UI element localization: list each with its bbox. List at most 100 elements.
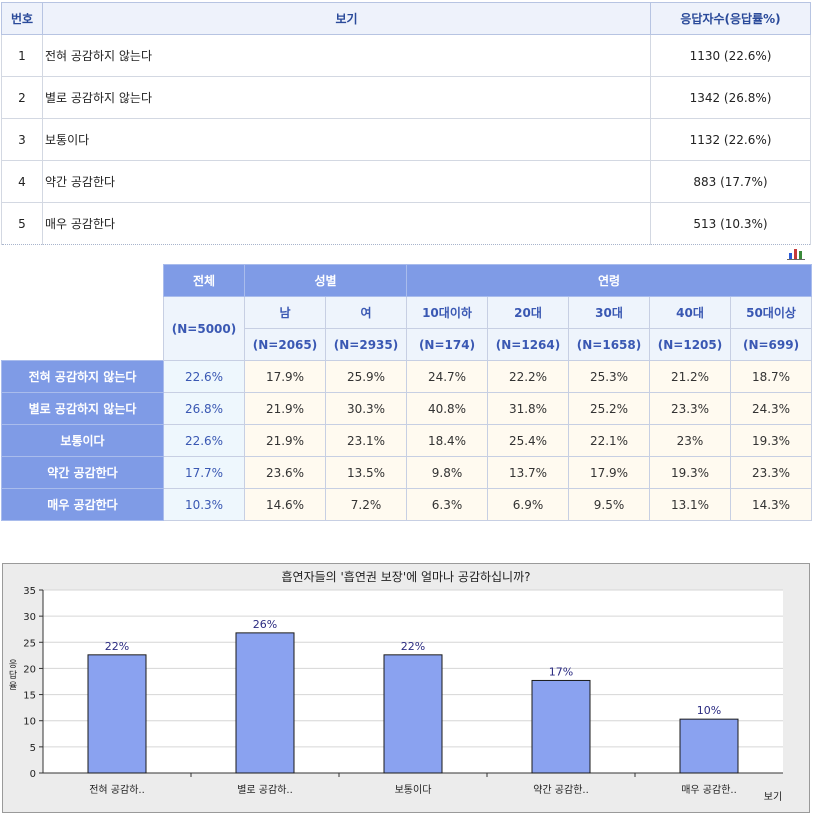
cross-corner (1, 264, 164, 361)
bar-data-label: 22% (401, 640, 425, 653)
age-label-50s: 50대이상 (729, 296, 813, 329)
cross-row-label: 보통이다 (1, 424, 164, 457)
summary-cell-option: 전혀 공감하지 않는다 (42, 34, 651, 77)
y-tick-label: 10 (23, 717, 36, 728)
cross-total-cell: 26.8% (163, 392, 245, 425)
summary-cell-num: 3 (1, 118, 43, 161)
cross-value-cell: 23.3% (649, 392, 731, 425)
header-num: 번호 (1, 2, 43, 35)
cross-row: 매우 공감한다 10.3% 14.6% 7.2% 6.3% 6.9% 9.5% 13.1% 14… (1, 488, 813, 521)
chart-title: 흡연자들의 '흡연권 보장'에 얼마나 공감하십니까? (281, 570, 530, 584)
cross-value-cell: 40.8% (406, 392, 488, 425)
cross-value-cell: 25.4% (487, 424, 569, 457)
cross-header-row-3: (N=2065) (N=2935) (N=174) (N=1264) (N=16… (2, 328, 813, 361)
y-tick-label: 30 (23, 612, 36, 623)
cross-value-cell: 17.9% (568, 456, 650, 489)
gender-female-label: 여 (325, 296, 407, 329)
cross-row: 전혀 공감하지 않는다 22.6% 17.9% 25.9% 24.7% 22.2% 25.3… (1, 360, 813, 393)
cross-row-label: 전혀 공감하지 않는다 (1, 360, 164, 393)
cross-value-cell: 13.1% (649, 488, 731, 521)
y-tick-label: 0 (30, 769, 36, 780)
chart-toggle-icon[interactable] (786, 246, 806, 260)
cross-value-cell: 19.3% (649, 456, 731, 489)
bar (87, 654, 147, 774)
cross-value-cell: 13.7% (487, 456, 569, 489)
bar-data-label: 26% (253, 618, 277, 631)
cross-value-cell: 19.3% (729, 424, 813, 457)
summary-cell-responses: 1342 (26.8%) (650, 76, 811, 119)
age-n-10s: (N=174) (406, 328, 488, 361)
cross-value-cell: 23.6% (244, 456, 326, 489)
cross-value-cell: 23.1% (325, 424, 407, 457)
summary-row: 1 전혀 공감하지 않는다 1130 (22.6%) (1, 34, 811, 77)
bar (679, 718, 739, 774)
cross-value-cell: 24.3% (729, 392, 813, 425)
cross-value-cell: 23% (649, 424, 731, 457)
summary-cell-num: 5 (1, 202, 43, 245)
cross-value-cell: 6.3% (406, 488, 488, 521)
age-n-40s: (N=1205) (649, 328, 731, 361)
summary-row: 2 별로 공감하지 않는다 1342 (26.8%) (1, 76, 811, 119)
summary-cell-option: 매우 공감한다 (42, 202, 651, 245)
gender-male-label: 남 (244, 296, 326, 329)
cross-row-label: 약간 공감한다 (1, 456, 164, 489)
x-tick-label: 매우 공감한.. (681, 784, 737, 796)
summary-cell-responses: 1130 (22.6%) (650, 34, 811, 77)
gender-male-n: (N=2065) (244, 328, 326, 361)
y-tick-label: 15 (23, 691, 36, 702)
x-tick-label: 약간 공감한.. (533, 784, 589, 796)
y-tick-label: 20 (23, 664, 36, 675)
bar (235, 632, 295, 774)
summary-row: 4 약간 공감한다 883 (17.7%) (1, 160, 811, 203)
summary-cell-responses: 1132 (22.6%) (650, 118, 811, 161)
summary-cell-option: 보통이다 (42, 118, 651, 161)
summary-cell-num: 4 (1, 160, 43, 203)
x-tick-label: 별로 공감하.. (237, 783, 293, 796)
cross-value-cell: 14.6% (244, 488, 326, 521)
bar (383, 654, 443, 774)
cross-value-cell: 25.9% (325, 360, 407, 393)
cross-value-cell: 21.2% (649, 360, 731, 393)
bar (531, 679, 591, 774)
summary-row: 3 보통이다 1132 (22.6%) (1, 118, 811, 161)
cross-header-row-1: 전체 성별 연령 (1, 264, 813, 361)
cross-table: 전체 성별 연령 (N=5000) 남 여 10대이하 20대 30대 40대 … (1, 264, 813, 521)
cross-value-cell: 31.8% (487, 392, 569, 425)
summary-table: 번호 보기 응답자수(응답률%) 1 전혀 공감하지 않는다 1130 (22.6%… (1, 2, 811, 245)
total-header: 전체 (163, 264, 245, 297)
age-header: 연령 (405, 264, 813, 297)
cross-value-cell: 21.9% (244, 424, 326, 457)
cross-total-cell: 22.6% (163, 424, 245, 457)
cross-value-cell: 25.2% (568, 392, 650, 425)
cross-row: 약간 공감한다 17.7% 23.6% 13.5% 9.8% 13.7% 17.9% 19.3… (1, 456, 813, 489)
x-axis-label: 보기 (764, 791, 782, 803)
cross-total-cell: 22.6% (163, 360, 245, 393)
summary-cell-responses: 513 (10.3%) (650, 202, 811, 245)
cross-value-cell: 30.3% (325, 392, 407, 425)
cross-value-cell: 7.2% (325, 488, 407, 521)
summary-cell-option: 별로 공감하지 않는다 (42, 76, 651, 119)
bar-chart: 흡연자들의 '흡연권 보장'에 얼마나 공감하십니까? 0 5 10 15 20 25 30 3… (9, 570, 783, 803)
x-tick-label: 보통이다 (395, 784, 432, 796)
age-n-20s: (N=1264) (487, 328, 569, 361)
bar-data-label: 10% (697, 704, 721, 717)
cross-row-label: 매우 공감한다 (1, 488, 164, 521)
cross-value-cell: 25.3% (568, 360, 650, 393)
header-responses: 응답자수(응답률%) (650, 2, 811, 35)
age-label-30s: 30대 (568, 296, 650, 329)
bar-data-label: 22% (105, 640, 129, 653)
cross-value-cell: 17.9% (244, 360, 326, 393)
age-n-50s: (N=699) (729, 328, 813, 361)
gender-header: 성별 (244, 264, 407, 297)
y-tick-label: 35 (23, 586, 36, 597)
header-option: 보기 (42, 2, 651, 35)
cross-value-cell: 22.1% (568, 424, 650, 457)
cross-total-cell: 17.7% (163, 456, 245, 489)
bar-data-label: 17% (549, 665, 573, 678)
cross-header-row-2: (N=5000) 남 여 10대이하 20대 30대 40대 50대이상 (2, 296, 813, 361)
cross-value-cell: 18.4% (406, 424, 488, 457)
summary-row: 5 매우 공감한다 513 (10.3%) (1, 202, 811, 245)
age-label-10s: 10대이하 (406, 296, 488, 329)
cross-value-cell: 9.8% (406, 456, 488, 489)
